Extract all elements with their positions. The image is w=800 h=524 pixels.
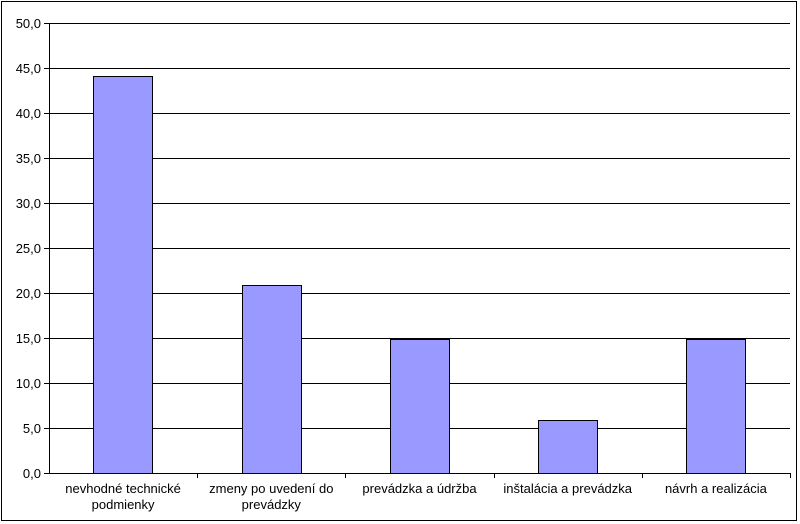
bar bbox=[390, 339, 450, 474]
y-tick-label: 5,0 bbox=[23, 421, 41, 436]
bar bbox=[686, 339, 746, 474]
y-tick-label: 0,0 bbox=[23, 466, 41, 481]
bars bbox=[93, 76, 746, 474]
bar bbox=[242, 285, 302, 474]
x-category-label-line: prevádzky bbox=[242, 497, 302, 512]
x-category-labels: nevhodné technické podmienky zmeny po uved… bbox=[65, 481, 767, 512]
x-category-label-line: podmienky bbox=[92, 497, 155, 512]
y-tick-label: 25,0 bbox=[16, 241, 41, 256]
x-category-label: nevhodné technické podmienky bbox=[65, 481, 181, 512]
y-tick-label: 50,0 bbox=[16, 16, 41, 31]
y-tick-label: 10,0 bbox=[16, 376, 41, 391]
x-category-label: zmeny po uvedení do prevádzky bbox=[209, 481, 333, 512]
y-tick-labels: 0,0 5,0 10,0 15,0 20,0 25,0 30,0 35,0 40,0 45,0 50… bbox=[16, 16, 41, 481]
y-tick-label: 40,0 bbox=[16, 106, 41, 121]
y-tick-label: 30,0 bbox=[16, 196, 41, 211]
y-tick-label: 20,0 bbox=[16, 286, 41, 301]
bar bbox=[538, 420, 598, 474]
y-tick-label: 45,0 bbox=[16, 61, 41, 76]
gridlines bbox=[49, 23, 790, 429]
x-category-label-line: zmeny po uvedení do bbox=[209, 481, 333, 496]
y-tick-label: 15,0 bbox=[16, 331, 41, 346]
x-category-label: prevádzka a údržba bbox=[362, 481, 477, 496]
x-category-label-line: prevádzka a údržba bbox=[362, 481, 477, 496]
x-category-label-line: nevhodné technické bbox=[65, 481, 181, 496]
x-category-label: inštalácia a prevádzka bbox=[503, 481, 632, 496]
bar bbox=[93, 76, 153, 474]
axes bbox=[44, 23, 791, 478]
y-tick-label: 35,0 bbox=[16, 151, 41, 166]
x-category-label-line: návrh a realizácia bbox=[665, 481, 768, 496]
x-category-label-line: inštalácia a prevádzka bbox=[503, 481, 632, 496]
x-category-label: návrh a realizácia bbox=[665, 481, 768, 496]
